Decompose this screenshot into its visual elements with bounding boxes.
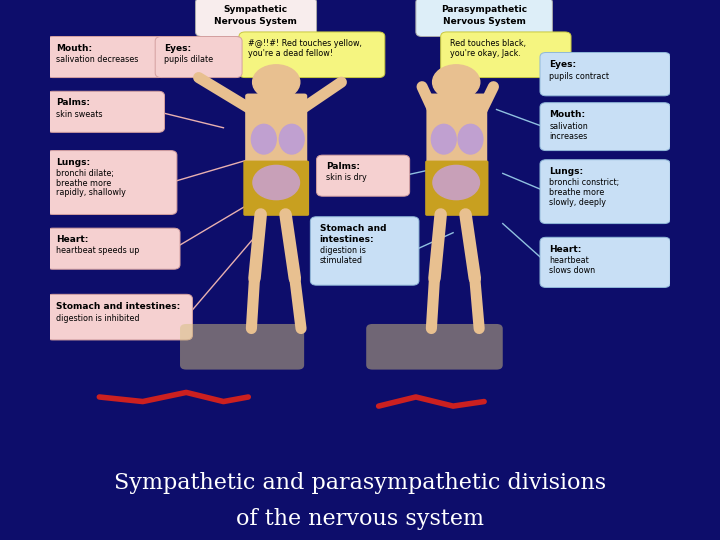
Text: Lungs:: Lungs: xyxy=(549,167,583,176)
FancyBboxPatch shape xyxy=(47,151,177,214)
Text: heartbeat: heartbeat xyxy=(549,255,589,265)
Ellipse shape xyxy=(433,165,480,200)
Ellipse shape xyxy=(253,165,300,200)
FancyBboxPatch shape xyxy=(156,37,242,78)
Text: bronchi dilate;: bronchi dilate; xyxy=(56,169,114,178)
FancyBboxPatch shape xyxy=(196,0,317,37)
Text: Palms:: Palms: xyxy=(326,163,360,171)
FancyBboxPatch shape xyxy=(180,324,304,369)
Text: Stomach and intestines:: Stomach and intestines: xyxy=(56,302,180,310)
FancyBboxPatch shape xyxy=(246,93,307,166)
FancyBboxPatch shape xyxy=(540,52,670,96)
Text: Mouth:: Mouth: xyxy=(549,110,585,119)
FancyBboxPatch shape xyxy=(47,228,180,269)
Text: digestion is: digestion is xyxy=(320,246,366,255)
FancyBboxPatch shape xyxy=(239,32,384,78)
FancyBboxPatch shape xyxy=(47,91,164,132)
Text: Nervous System: Nervous System xyxy=(443,17,526,26)
Text: you're okay, Jack.: you're okay, Jack. xyxy=(450,49,521,58)
Text: Lungs:: Lungs: xyxy=(56,158,90,167)
Text: Stomach and: Stomach and xyxy=(320,224,386,233)
Text: salivation: salivation xyxy=(549,122,588,131)
Text: of the nervous system: of the nervous system xyxy=(236,508,484,530)
Text: Eyes:: Eyes: xyxy=(549,60,577,69)
Text: Heart:: Heart: xyxy=(549,245,582,254)
FancyBboxPatch shape xyxy=(243,160,309,216)
Text: #@!!#! Red touches yellow,: #@!!#! Red touches yellow, xyxy=(248,39,362,48)
FancyBboxPatch shape xyxy=(441,32,571,78)
Text: breathe more: breathe more xyxy=(549,188,605,198)
Ellipse shape xyxy=(458,124,483,154)
FancyBboxPatch shape xyxy=(426,93,487,166)
Text: increases: increases xyxy=(549,132,588,141)
FancyBboxPatch shape xyxy=(540,237,670,287)
Text: salivation decreases: salivation decreases xyxy=(56,55,138,64)
Text: Mouth:: Mouth: xyxy=(56,44,92,53)
Text: Eyes:: Eyes: xyxy=(164,44,192,53)
Text: skin sweats: skin sweats xyxy=(56,110,102,118)
Text: Sympathetic and parasympathetic divisions: Sympathetic and parasympathetic division… xyxy=(114,472,606,494)
Circle shape xyxy=(253,65,300,99)
FancyBboxPatch shape xyxy=(426,160,488,216)
Circle shape xyxy=(433,65,480,99)
Text: breathe more: breathe more xyxy=(56,179,111,188)
Ellipse shape xyxy=(431,124,456,154)
FancyBboxPatch shape xyxy=(416,0,552,37)
FancyBboxPatch shape xyxy=(540,103,670,151)
Text: rapidly, shallowly: rapidly, shallowly xyxy=(56,188,126,198)
Ellipse shape xyxy=(279,124,304,154)
Text: digestion is inhibited: digestion is inhibited xyxy=(56,314,140,323)
Ellipse shape xyxy=(251,124,276,154)
Text: intestines:: intestines: xyxy=(320,235,374,244)
FancyBboxPatch shape xyxy=(47,294,192,340)
Text: skin is dry: skin is dry xyxy=(326,173,366,183)
Text: Heart:: Heart: xyxy=(56,235,89,245)
Text: pupils contract: pupils contract xyxy=(549,72,609,80)
Text: pupils dilate: pupils dilate xyxy=(164,55,214,64)
FancyBboxPatch shape xyxy=(366,324,503,369)
FancyBboxPatch shape xyxy=(317,155,410,196)
Text: stimulated: stimulated xyxy=(320,256,363,266)
Text: Parasympathetic: Parasympathetic xyxy=(441,5,527,15)
FancyBboxPatch shape xyxy=(310,217,419,285)
Text: slowly, deeply: slowly, deeply xyxy=(549,199,606,207)
Text: heartbeat speeds up: heartbeat speeds up xyxy=(56,246,139,255)
FancyBboxPatch shape xyxy=(47,37,164,78)
Text: Palms:: Palms: xyxy=(56,98,90,107)
FancyBboxPatch shape xyxy=(540,160,670,224)
Text: bronchi constrict;: bronchi constrict; xyxy=(549,178,619,187)
Text: Red touches black,: Red touches black, xyxy=(450,39,526,48)
Text: you're a dead fellow!: you're a dead fellow! xyxy=(248,49,333,58)
Text: slows down: slows down xyxy=(549,266,595,275)
Text: Sympathetic: Sympathetic xyxy=(224,5,288,15)
Text: Nervous System: Nervous System xyxy=(215,17,297,26)
